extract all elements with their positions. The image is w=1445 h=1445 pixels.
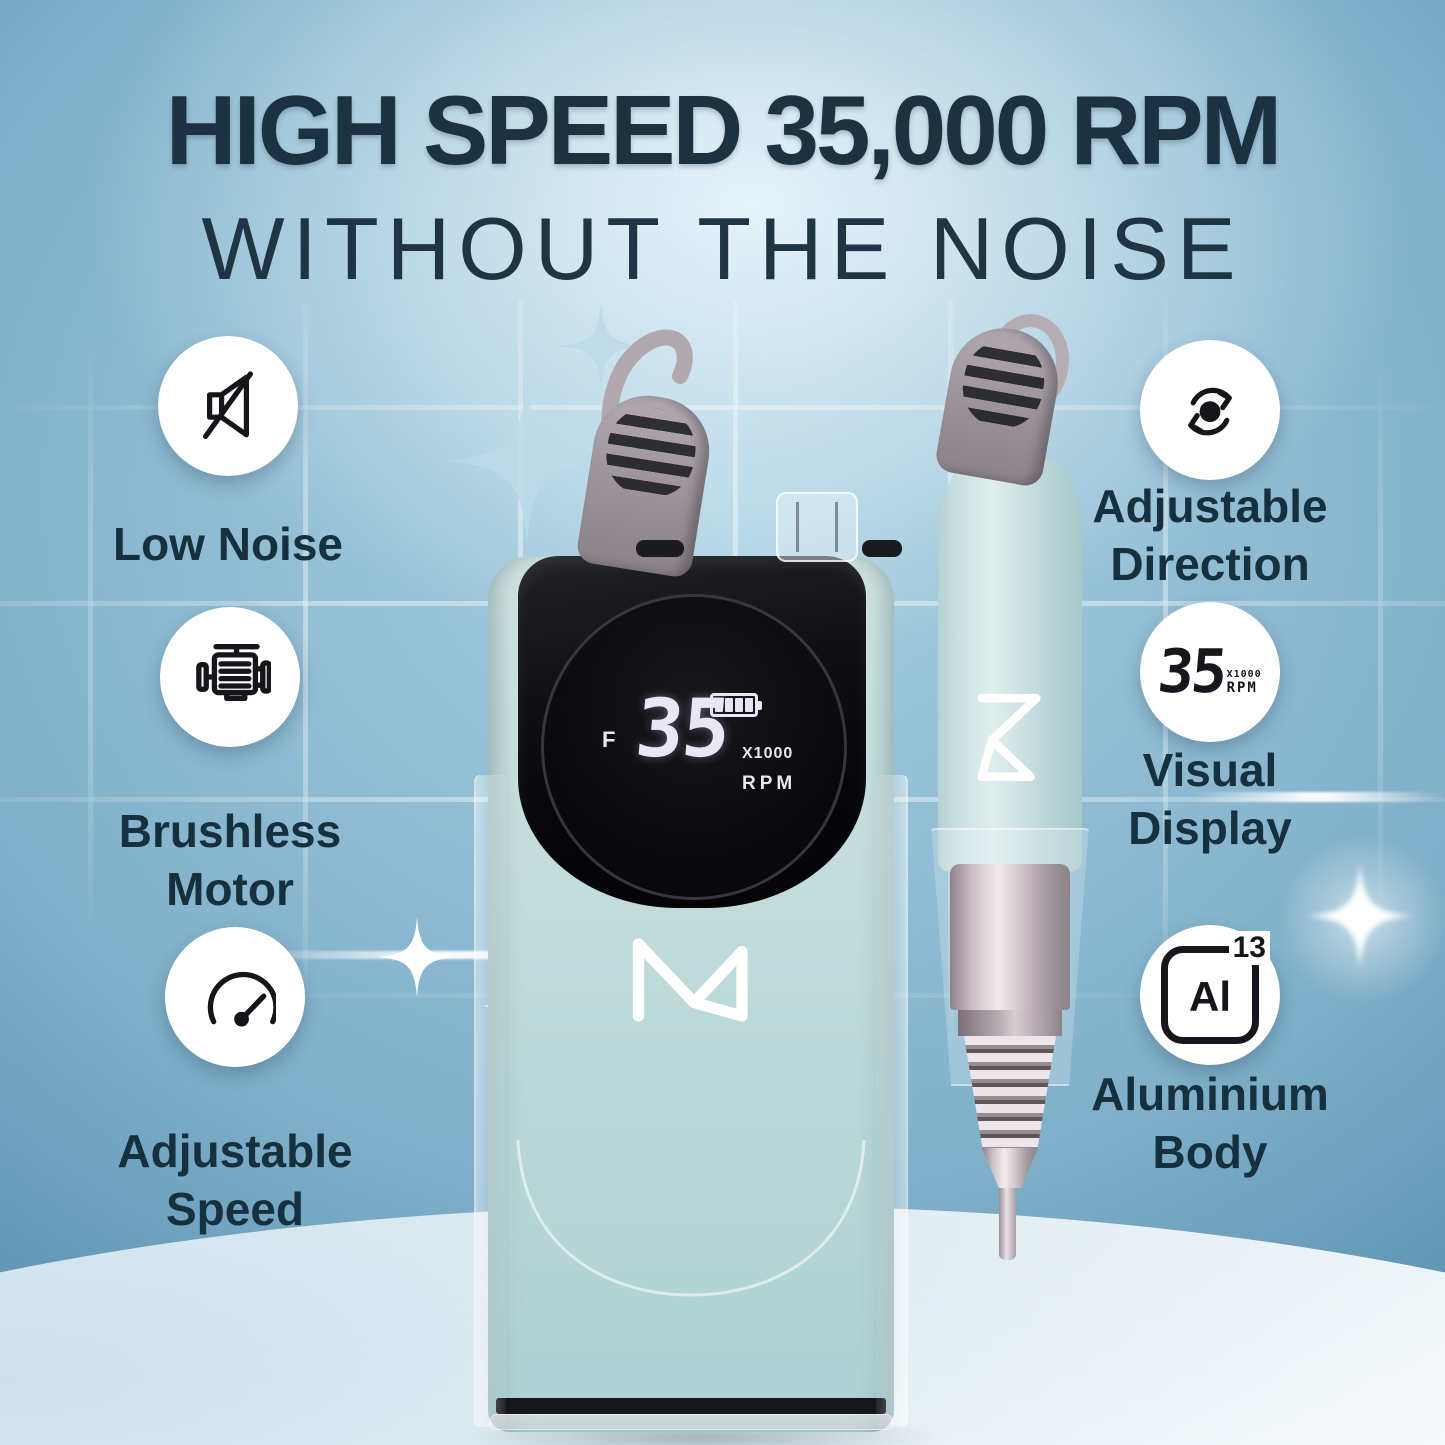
display-speed-value: 35 — [631, 682, 733, 775]
feature-circle-brushless-motor — [160, 607, 300, 747]
seven-segment-display-icon: 35 X1000 RPM — [1155, 637, 1262, 707]
drill-bit — [999, 1188, 1016, 1260]
speedometer-icon — [207, 971, 276, 1027]
aluminium-element-icon: Al 13 — [1161, 931, 1270, 1044]
feature-circle-adjustable-direction — [1140, 340, 1280, 480]
device-screen: F 35 X1000 RPM — [541, 594, 847, 900]
feature-label-visual-display: Visual Display — [1128, 744, 1292, 854]
engine-icon — [196, 643, 271, 701]
brand-m-logo-icon — [632, 938, 748, 1022]
handpiece-chuck-band — [958, 1010, 1062, 1036]
sparkle-icon — [1306, 862, 1414, 970]
sparkle-icon — [377, 917, 457, 997]
feature-label-adjustable-speed: Adjustable Speed — [117, 1125, 353, 1235]
feature-circle-aluminium-body: Al 13 — [1140, 925, 1280, 1065]
feature-label-aluminium-body: Aluminium Body — [1091, 1068, 1329, 1178]
holder-front-edge — [516, 1139, 866, 1297]
sparkle-icon — [444, 378, 610, 544]
page-title: HIGH SPEED 35,000 RPM — [165, 75, 1282, 185]
holder-base-lip — [490, 1414, 892, 1430]
feature-label-brushless-motor: Brushless Motor — [118, 805, 342, 915]
feature-circle-adjustable-speed — [165, 927, 305, 1067]
device-button — [636, 540, 684, 557]
handpiece-body — [938, 460, 1082, 872]
brand-m-logo-icon — [977, 693, 1041, 781]
holder-right-wall — [876, 775, 908, 1427]
clear-connector — [776, 492, 858, 562]
feature-circle-low-noise — [158, 336, 298, 476]
sparkle-icon — [557, 302, 645, 390]
rotate-arrows-icon — [1188, 387, 1232, 436]
display-multiplier: X1000 — [742, 745, 794, 762]
feature-label-adjustable-direction: Adjustable Direction — [1092, 480, 1328, 590]
light-streak — [1190, 792, 1445, 802]
aluminium-atomic-number: 13 — [1228, 931, 1270, 965]
battery-icon — [710, 693, 762, 717]
display-mode: F — [602, 727, 616, 752]
handpiece — [928, 319, 1092, 1272]
nail-drill-unit: F 35 X1000 RPM — [488, 556, 894, 1432]
aluminium-symbol: Al — [1189, 973, 1231, 1020]
device-port — [862, 540, 902, 557]
display-unit: RPM — [742, 773, 797, 794]
feature-label-low-noise: Low Noise — [112, 518, 344, 570]
display-icon-multiplier: X1000 — [1226, 669, 1262, 680]
muted-speaker-icon — [203, 371, 253, 439]
device-base-strip — [496, 1398, 886, 1414]
holder-left-wall — [474, 775, 506, 1427]
handpiece-chuck — [950, 864, 1070, 1010]
feature-circle-visual-display: 35 X1000 RPM — [1140, 602, 1280, 742]
display-icon-unit: RPM — [1226, 680, 1258, 696]
page-subtitle: WITHOUT THE NOISE — [201, 199, 1244, 298]
display-icon-value: 35 — [1155, 637, 1228, 707]
light-streak — [245, 951, 655, 959]
